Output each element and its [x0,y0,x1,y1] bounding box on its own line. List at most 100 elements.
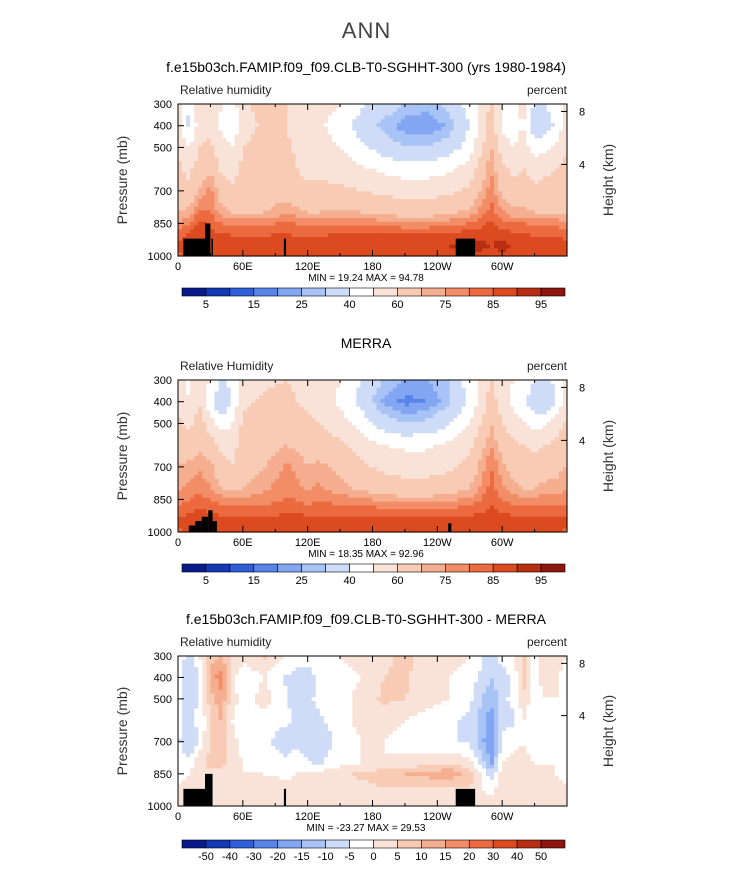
field-cell [202,218,207,223]
field-cell [319,168,325,173]
field-cell [238,418,244,423]
field-cell [546,391,552,396]
field-cell [230,214,236,219]
field-cell [469,180,475,185]
field-cell [485,210,491,215]
field-cell [279,418,284,423]
field-cell [291,195,297,200]
field-cell [538,164,544,170]
field-cell [303,107,309,113]
field-cell [429,195,434,200]
field-cell [425,383,430,389]
field-cell [303,202,309,208]
field-cell [388,183,394,189]
field-cell [238,172,244,177]
field-cell [530,180,536,185]
field-cell [538,157,544,162]
field-cell [368,414,374,419]
field-cell [429,191,434,196]
field-cell [210,202,216,208]
field-cell [490,252,495,257]
field-cell [218,391,224,396]
field-cell [453,218,459,223]
field-cell [413,229,418,234]
field-cell [526,195,532,200]
field-cell [190,225,195,230]
field-cell [242,240,248,246]
field-cell [242,111,248,116]
field-cell [242,229,248,234]
field-cell [400,187,406,192]
field-cell [222,244,228,249]
field-cell [226,206,232,211]
field-cell [283,414,288,419]
field-cell [238,168,244,173]
field-cell [254,164,260,170]
field-cell [473,115,479,120]
field-cell [461,380,467,385]
field-cell [291,126,297,132]
field-cell [246,240,252,246]
field-cell [400,142,406,147]
field-cell [506,142,511,147]
field-cell [315,142,321,147]
field-cell [190,233,195,238]
field-cell [327,126,333,132]
field-cell [550,225,556,230]
field-cell [307,218,313,223]
field-cell [457,199,463,204]
field-cell [323,406,329,411]
field-cell [315,402,321,408]
field-cell [291,237,297,242]
field-cell [356,391,361,396]
field-cell [441,218,447,223]
field-cell [421,172,426,177]
field-cell [254,157,260,162]
field-cell [186,111,191,116]
field-cell [230,221,236,227]
field-cell [400,399,406,404]
field-cell [340,180,345,185]
field-cell [429,153,434,158]
field-cell [182,138,187,143]
field-cell [299,104,305,109]
field-cell [396,233,402,238]
field-cell [210,126,216,132]
field-cell [279,387,284,392]
field-cell [494,183,499,189]
field-cell [336,402,341,408]
field-cell [388,134,394,139]
field-cell [234,248,240,253]
field-cell [307,126,313,132]
field-cell [307,410,313,415]
field-cell [506,191,511,196]
field-cell [254,183,260,189]
field-cell [206,130,212,135]
field-cell [331,115,337,120]
field-cell [218,195,224,200]
field-cell [214,221,220,227]
field-cell [222,248,228,253]
field-cell [429,107,434,113]
field-cell [441,126,447,132]
field-cell [283,183,288,189]
field-cell [267,229,272,234]
field-cell [421,195,426,200]
field-cell [194,123,199,128]
field-cell [490,225,495,230]
field-cell [445,402,451,408]
field-cell [384,104,390,109]
field-cell [352,187,357,192]
field-cell [534,210,540,215]
field-cell [465,134,471,139]
field-cell [550,418,556,423]
field-cell [538,233,544,238]
field-cell [303,145,309,151]
field-cell [246,111,252,116]
colorbar-swatch [205,287,231,297]
field-cell [392,414,398,419]
field-cell [279,229,284,234]
field-cell [494,380,499,385]
field-cell [380,115,386,120]
field-cell [522,134,528,139]
